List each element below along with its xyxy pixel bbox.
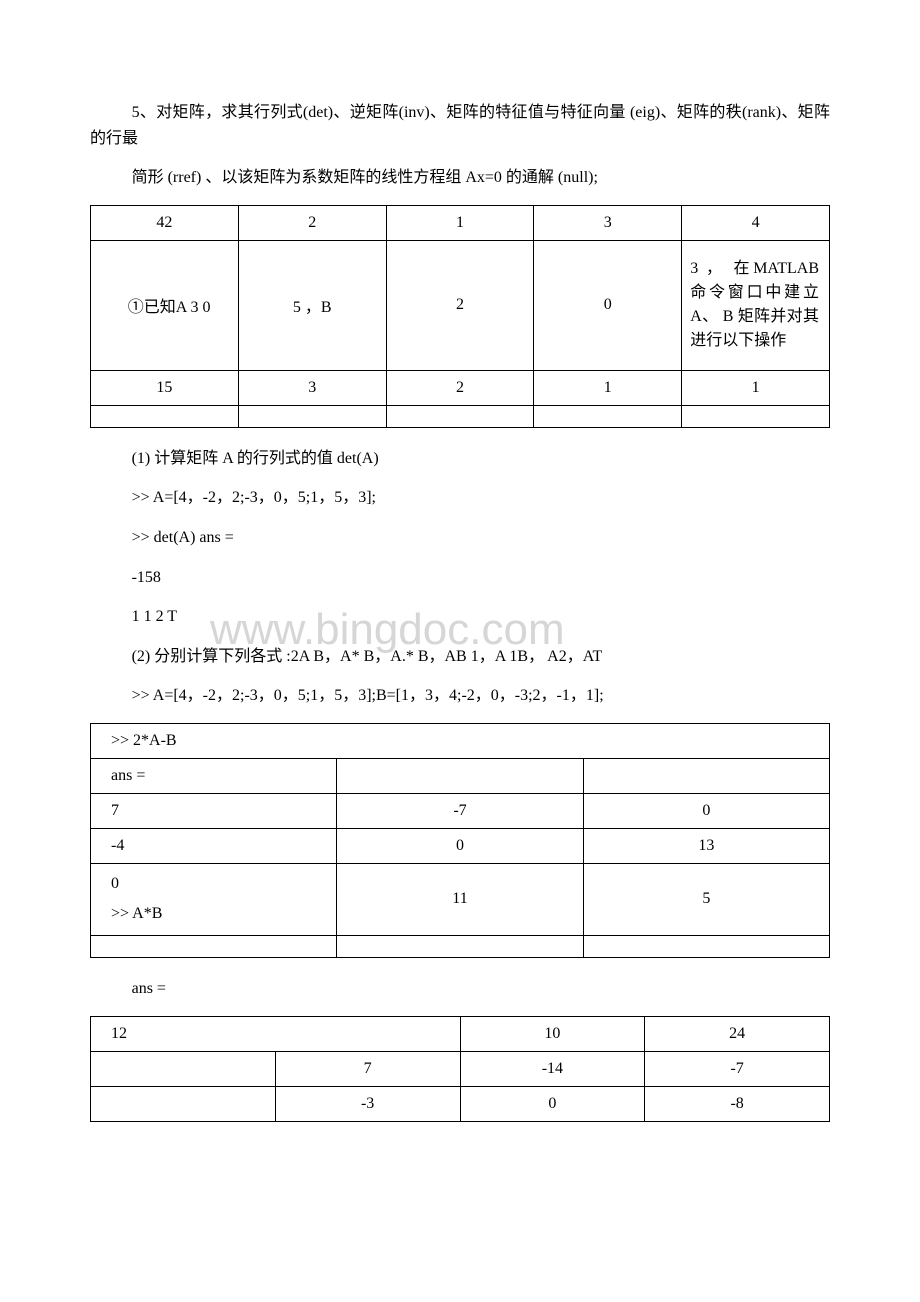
cell — [91, 1051, 276, 1086]
cell: 3 — [238, 370, 386, 405]
cell — [91, 935, 337, 957]
paragraph-intro-2: 简形 (rref) 、以该矩阵为系数矩阵的线性方程组 Ax=0 的通解 (nul… — [90, 165, 830, 191]
cell — [534, 405, 682, 427]
table-matrix-ab: 42 2 1 3 4 ①已知A 3 0 5 ，B 2 0 3 ， 在MATLAB… — [90, 205, 830, 428]
cell: 3 — [534, 205, 682, 240]
cell: 0 — [583, 793, 829, 828]
cell: 3 ， 在MATLAB 命令窗口中建立 A、 B 矩阵并对其进行以下操作 — [682, 240, 830, 370]
cell — [337, 758, 583, 793]
table-row: 15 3 2 1 1 — [91, 370, 830, 405]
cell — [337, 935, 583, 957]
cell: -8 — [645, 1086, 830, 1121]
table-row: -4 0 13 — [91, 828, 830, 863]
cell: 1 — [386, 205, 534, 240]
cell: >> 2*A-B — [91, 723, 830, 758]
cell: 2 — [386, 240, 534, 370]
paragraph-result-1: -158 — [90, 565, 830, 591]
cell: 24 — [645, 1016, 830, 1051]
cell: 2 — [238, 205, 386, 240]
paragraph-note-1: 1 1 2 T — [90, 604, 830, 630]
cell: -7 — [337, 793, 583, 828]
document-body: 5、对矩阵，求其行列式(det)、逆矩阵(inv)、矩阵的特征值与特征向量 (e… — [90, 100, 830, 1122]
cell: 15 — [91, 370, 239, 405]
table-row: 0 >> A*B 11 5 — [91, 863, 830, 935]
cell: 12 — [91, 1016, 461, 1051]
cell: ans = — [91, 758, 337, 793]
cell: -14 — [460, 1051, 645, 1086]
cell — [583, 935, 829, 957]
cell — [238, 405, 386, 427]
cell: 0 — [460, 1086, 645, 1121]
table-row: 7 -14 -7 — [91, 1051, 830, 1086]
cell: 1 — [534, 370, 682, 405]
paragraph-code-2: >> det(A) ans = — [90, 525, 830, 551]
cell: 1 — [682, 370, 830, 405]
cell: 11 — [337, 863, 583, 935]
cell: 10 — [460, 1016, 645, 1051]
table-row — [91, 405, 830, 427]
table-row — [91, 935, 830, 957]
table-calc-2ab: >> 2*A-B ans = 7 -7 0 -4 0 13 0 >> A*B — [90, 723, 830, 958]
paragraph-step2: (2) 分别计算下列各式 :2A B，A* B，A.* B，AB 1，A 1B，… — [90, 644, 830, 670]
cell: 0 >> A*B — [91, 863, 337, 935]
cell: 4 — [682, 205, 830, 240]
paragraph-step1: (1) 计算矩阵 A 的行列式的值 det(A) — [90, 446, 830, 472]
cell-text: ①已知A 3 0 — [99, 293, 228, 317]
paragraph-code-3: >> A=[4，-2，2;-3，0，5;1，5，3];B=[1，3，4;-2，0… — [90, 683, 830, 709]
paragraph-intro-1: 5、对矩阵，求其行列式(det)、逆矩阵(inv)、矩阵的特征值与特征向量 (e… — [90, 100, 830, 151]
cell: 5 ，B — [238, 240, 386, 370]
cell — [386, 405, 534, 427]
cell: 5 — [583, 863, 829, 935]
cell: 42 — [91, 205, 239, 240]
cell: -4 — [91, 828, 337, 863]
cell: 0 — [534, 240, 682, 370]
table-row: >> 2*A-B — [91, 723, 830, 758]
table-row: -3 0 -8 — [91, 1086, 830, 1121]
cell: -7 — [645, 1051, 830, 1086]
table-result-ab: 12 10 24 7 -14 -7 -3 0 -8 — [90, 1016, 830, 1122]
cell: 7 — [275, 1051, 460, 1086]
cell — [682, 405, 830, 427]
cell — [583, 758, 829, 793]
cell: 0 — [337, 828, 583, 863]
paragraph-ans-label: ans = — [90, 976, 830, 1002]
cell — [91, 405, 239, 427]
cell — [91, 1086, 276, 1121]
cell: ①已知A 3 0 — [91, 240, 239, 370]
paragraph-code-1: >> A=[4，-2，2;-3，0，5;1，5，3]; — [90, 485, 830, 511]
table-row: ①已知A 3 0 5 ，B 2 0 3 ， 在MATLAB 命令窗口中建立 A、… — [91, 240, 830, 370]
cell-text: 0 — [111, 875, 326, 893]
cell: -3 — [275, 1086, 460, 1121]
table-row: ans = — [91, 758, 830, 793]
cell-text: >> A*B — [111, 905, 326, 923]
table-row: 12 10 24 — [91, 1016, 830, 1051]
cell: 13 — [583, 828, 829, 863]
cell: 7 — [91, 793, 337, 828]
table-row: 7 -7 0 — [91, 793, 830, 828]
cell: 2 — [386, 370, 534, 405]
table-row: 42 2 1 3 4 — [91, 205, 830, 240]
